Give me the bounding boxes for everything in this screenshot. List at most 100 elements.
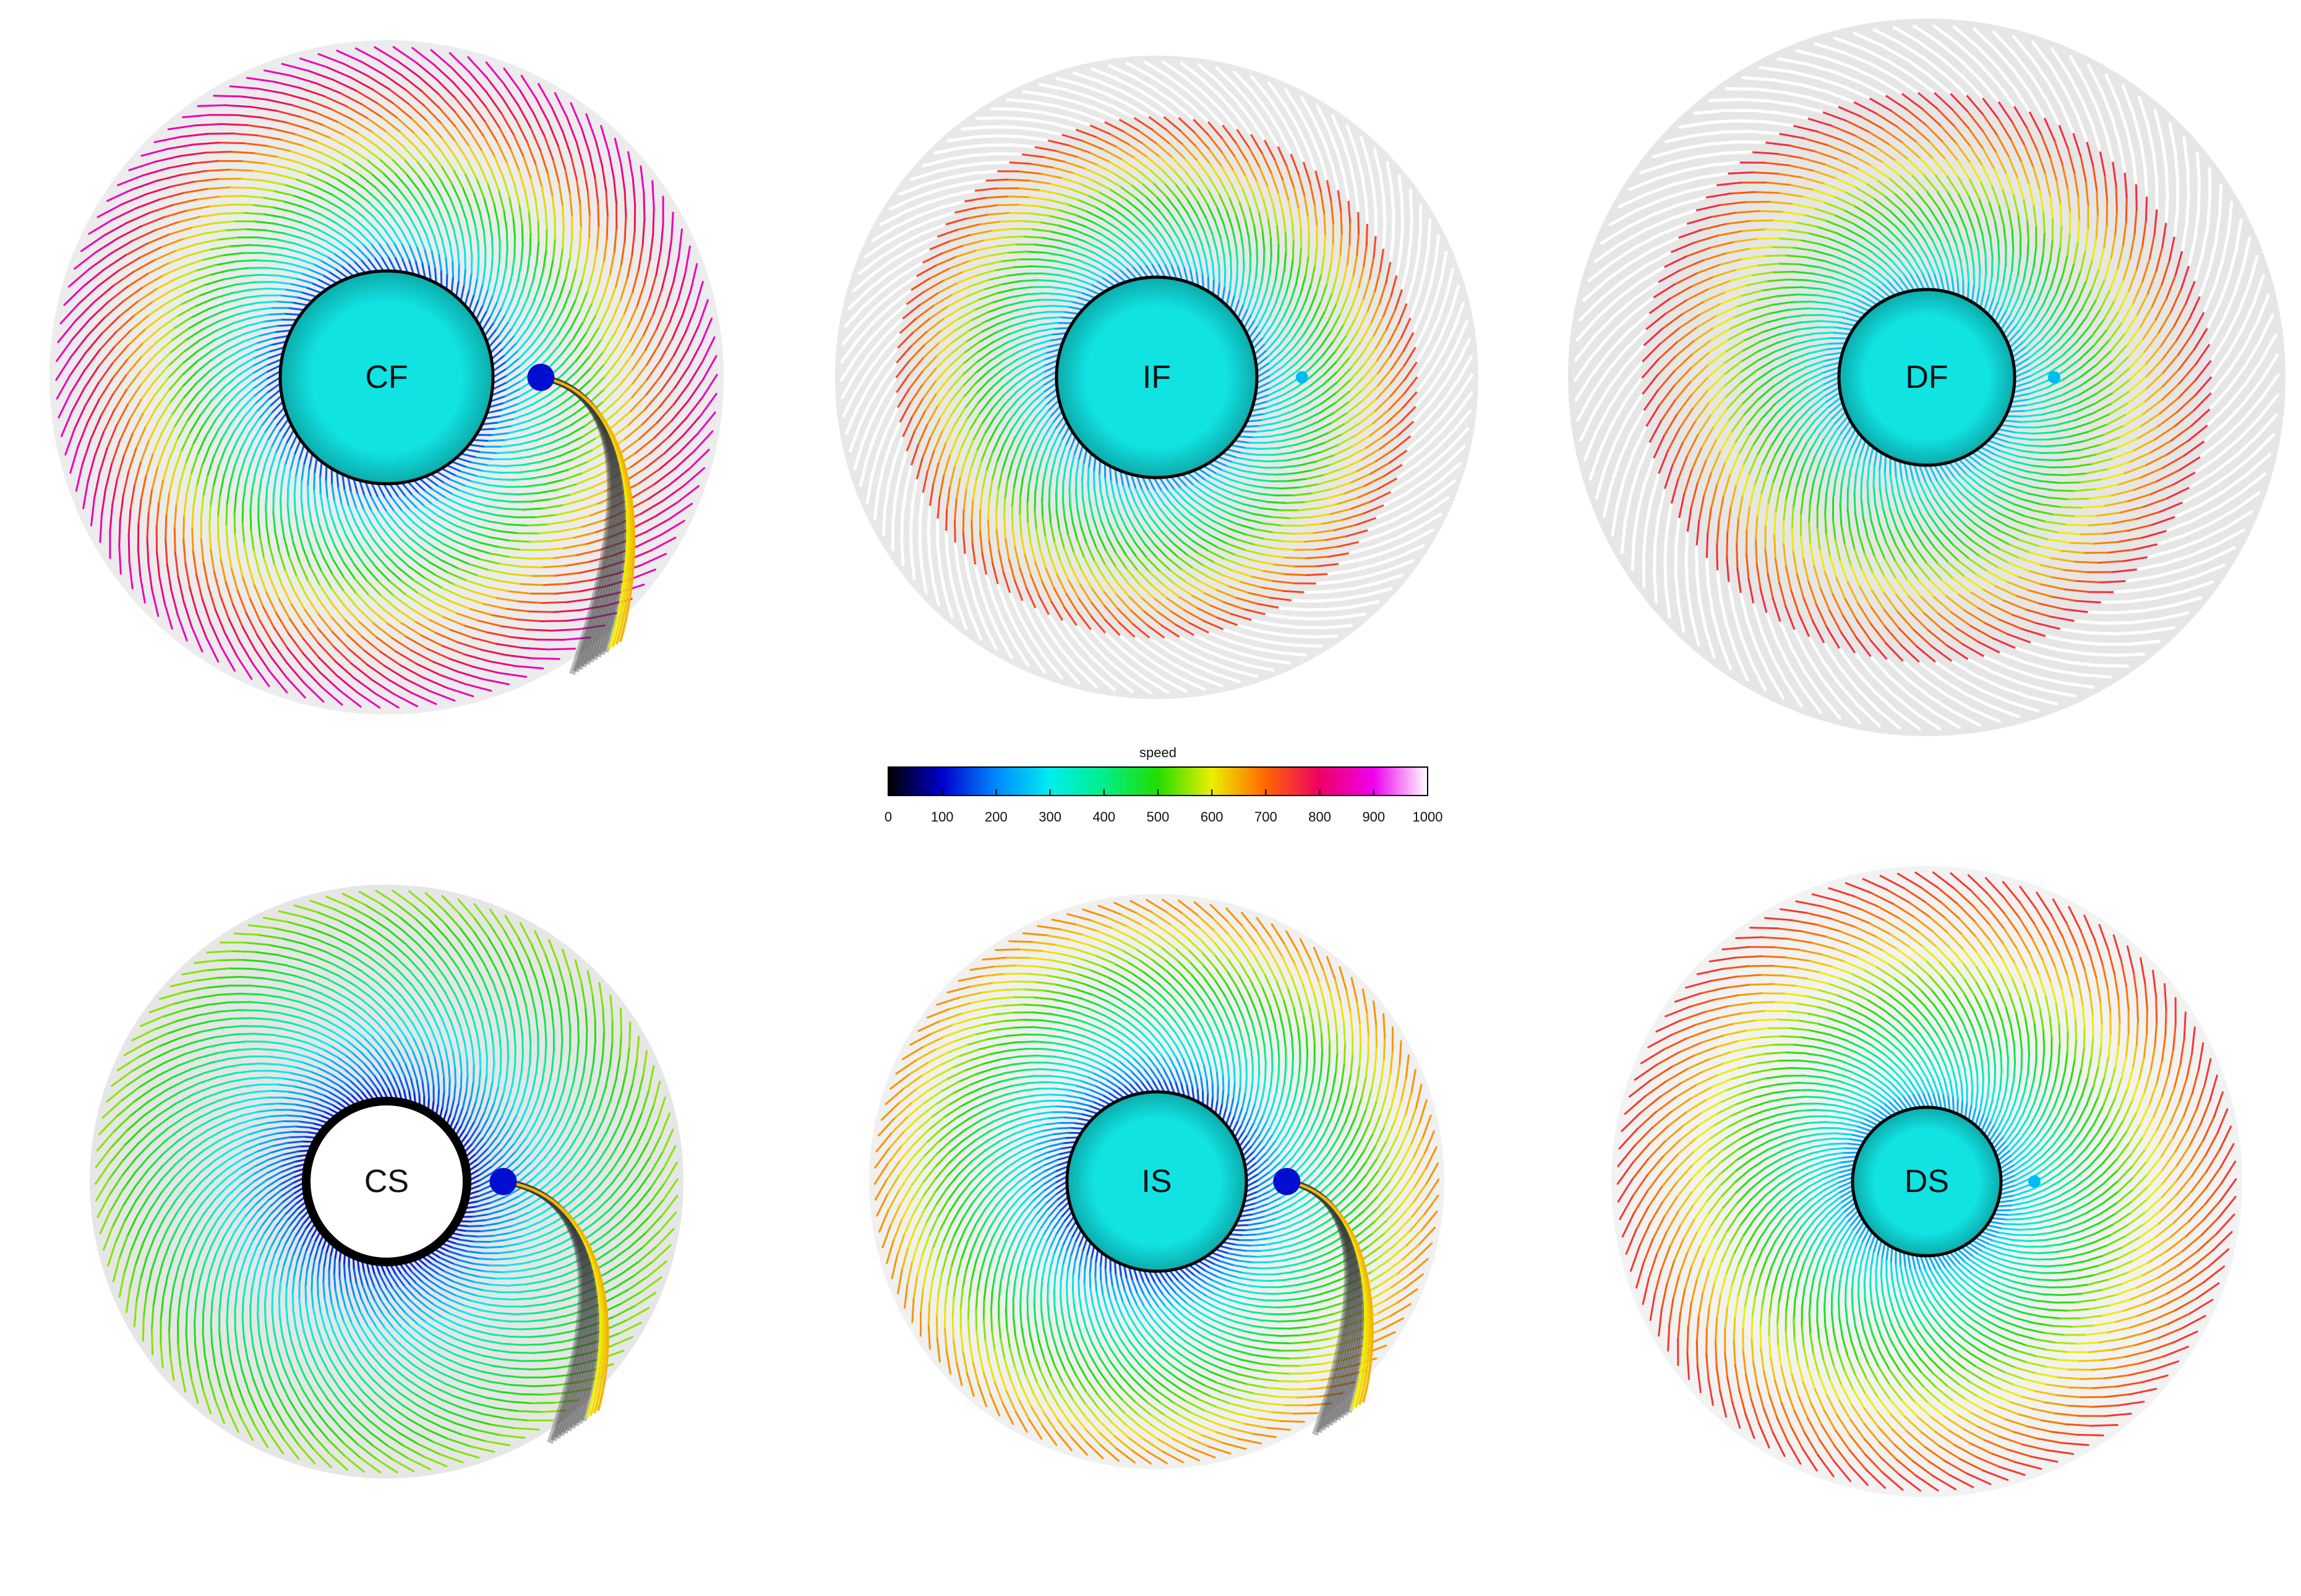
streamline-segment: [1456, 373, 1474, 398]
streamline-segment: [341, 473, 346, 491]
streamline-segment: [1726, 531, 1729, 559]
streamline-segment: [455, 457, 473, 464]
streamline-segment: [475, 177, 485, 199]
streamline-segment: [1364, 197, 1369, 225]
streamline-segment: [575, 279, 583, 301]
streamline-segment: [583, 490, 606, 500]
streamline-segment: [1350, 473, 1372, 484]
streamline-segment: [674, 450, 695, 470]
streamline-segment: [257, 331, 276, 337]
streamline-segment: [209, 358, 226, 371]
streamline-segment: [1347, 198, 1352, 223]
streamline-segment: [2073, 560, 2100, 564]
streamline-segment: [218, 142, 245, 144]
streamline-segment: [458, 263, 460, 282]
streamline-segment: [1297, 507, 1319, 512]
streamline-segment: [348, 505, 356, 523]
streamline-segment: [244, 294, 264, 299]
streamline-segment: [483, 415, 502, 420]
streamline-segment: [408, 201, 420, 220]
streamline-segment: [239, 301, 260, 307]
streamline-segment: [414, 145, 431, 165]
streamline-segment: [151, 588, 160, 617]
streamline-segment: [452, 168, 464, 189]
streamline-segment: [396, 186, 410, 204]
streamline-segment: [172, 199, 197, 206]
streamline-segment: [575, 247, 581, 270]
streamline-segment: [500, 111, 515, 135]
streamline-segment: [486, 631, 513, 638]
streamline-segment: [227, 400, 241, 416]
streamline-segment: [684, 245, 691, 275]
streamline-segment: [428, 176, 441, 195]
streamline-segment: [701, 374, 718, 399]
streamline-segment: [354, 578, 370, 596]
streamline-segment: [631, 379, 648, 398]
streamline-segment: [63, 285, 85, 306]
streamline-segment: [214, 404, 228, 421]
streamline-segment: [2086, 631, 2117, 636]
streamline-segment: [533, 112, 546, 137]
streamline-segment: [1245, 518, 1264, 525]
streamline-segment: [1134, 515, 1145, 532]
streamline-segment: [82, 480, 89, 510]
streamline-segment: [1281, 346, 1295, 361]
streamline-segment: [356, 691, 381, 709]
streamline-segment: [450, 67, 471, 88]
streamline-segment: [268, 394, 283, 408]
streamline-segment: [260, 252, 281, 256]
streamline-segment: [1336, 253, 1342, 276]
streamline-segment: [1796, 293, 1818, 296]
streamline-segment: [484, 105, 500, 128]
streamline-segment: [1755, 539, 1758, 565]
streamline-segment: [184, 393, 198, 411]
streamline-segment: [208, 505, 212, 529]
streamline-segment: [1240, 452, 1259, 456]
streamline-segment: [531, 287, 540, 307]
streamline-segment: [93, 431, 105, 457]
streamline-segment: [1374, 328, 1387, 350]
streamline-segment: [554, 458, 575, 467]
streamline-segment: [1829, 337, 1849, 340]
streamline-segment: [1309, 354, 1324, 369]
streamline-segment: [1254, 528, 1275, 534]
streamline-segment: [353, 677, 377, 695]
streamline-segment: [272, 475, 277, 496]
streamline-segment: [390, 496, 403, 512]
streamline-segment: [945, 508, 948, 533]
streamline-segment: [1320, 283, 1328, 303]
streamline-segment: [393, 510, 407, 526]
streamline-segment: [983, 160, 1009, 165]
streamline-segment: [509, 573, 534, 577]
streamline-segment: [254, 259, 275, 262]
streamline-segment: [2025, 444, 2047, 448]
streamline-segment: [142, 328, 161, 345]
streamline-segment: [155, 390, 170, 410]
streamline-segment: [384, 552, 399, 568]
streamline-segment: [589, 338, 603, 358]
streamline-segment: [363, 494, 372, 512]
streamline-segment: [344, 219, 360, 233]
streamline-segment: [651, 180, 655, 210]
streamline-segment: [203, 229, 226, 235]
streamline-segment: [439, 121, 456, 142]
streamline-segment: [291, 301, 309, 307]
streamline-segment: [385, 186, 400, 202]
streamline-segment: [254, 648, 271, 672]
streamline-segment: [319, 476, 322, 496]
streamline-segment: [246, 77, 275, 83]
streamline-segment: [1445, 267, 1455, 296]
streamline-segment: [156, 327, 175, 343]
streamline-segment: [460, 551, 481, 560]
streamline-segment: [1853, 493, 1856, 515]
streamline-segment: [239, 457, 247, 476]
streamline-segment: [519, 353, 534, 367]
streamline-segment: [421, 261, 426, 280]
streamline-segment: [586, 236, 591, 260]
streamline-segment: [1275, 472, 1295, 476]
streamline-segment: [458, 567, 479, 577]
streamline-segment: [251, 472, 257, 492]
streamline-segment: [242, 403, 256, 419]
streamline-segment: [1333, 400, 1351, 414]
streamline-segment: [506, 372, 522, 384]
